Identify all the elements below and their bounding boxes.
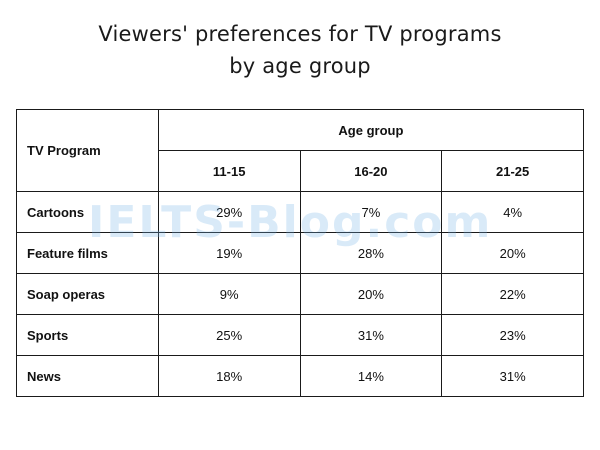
- cell-feature-films-21-25: 20%: [441, 232, 584, 274]
- row-label: Sports: [16, 314, 159, 356]
- cell-news-16-20: 14%: [299, 355, 443, 397]
- chart-title-line-1: Viewers' preferences for TV programs: [98, 22, 502, 46]
- header-tv-program: TV Program: [16, 109, 159, 192]
- header-age-21-25: 21-25: [441, 150, 584, 192]
- cell-feature-films-11-15: 19%: [157, 232, 301, 274]
- header-age-11-15: 11-15: [157, 150, 301, 192]
- table-header-row-2: 11-15 16-20 21-25: [17, 150, 584, 192]
- table-row-feature-films: Feature films 19% 28% 20%: [16, 232, 584, 274]
- table-row-soap-operas: Soap operas 9% 20% 22%: [16, 273, 584, 315]
- cell-sports-16-20: 31%: [299, 314, 443, 356]
- cell-feature-films-16-20: 28%: [299, 232, 443, 274]
- cell-soap-operas-11-15: 9%: [157, 273, 301, 315]
- cell-soap-operas-16-20: 20%: [299, 273, 443, 315]
- row-label: Feature films: [16, 232, 159, 274]
- cell-soap-operas-21-25: 22%: [441, 273, 584, 315]
- chart-title: Viewers' preferences for TV programs by …: [0, 18, 600, 82]
- cell-news-11-15: 18%: [157, 355, 301, 397]
- row-label: News: [16, 355, 159, 397]
- table-row-sports: Sports 25% 31% 23%: [16, 314, 584, 356]
- cell-cartoons-21-25: 4%: [441, 191, 584, 233]
- cell-news-21-25: 31%: [441, 355, 584, 397]
- cell-sports-21-25: 23%: [441, 314, 584, 356]
- table-row-news: News 18% 14% 31%: [16, 355, 584, 397]
- preferences-table: TV Program Age group 11-15 16-20 21-25 C…: [16, 109, 585, 397]
- table-header-row-1: TV Program Age group: [16, 109, 585, 192]
- cell-cartoons-16-20: 7%: [299, 191, 443, 233]
- table-row-cartoons: Cartoons 29% 7% 4%: [16, 191, 584, 233]
- cell-sports-11-15: 25%: [157, 314, 301, 356]
- row-label: Soap operas: [16, 273, 159, 315]
- header-age-group: Age group: [157, 109, 585, 151]
- chart-title-line-2: by age group: [229, 54, 371, 78]
- header-age-16-20: 16-20: [299, 150, 443, 192]
- row-label: Cartoons: [16, 191, 159, 233]
- cell-cartoons-11-15: 29%: [157, 191, 301, 233]
